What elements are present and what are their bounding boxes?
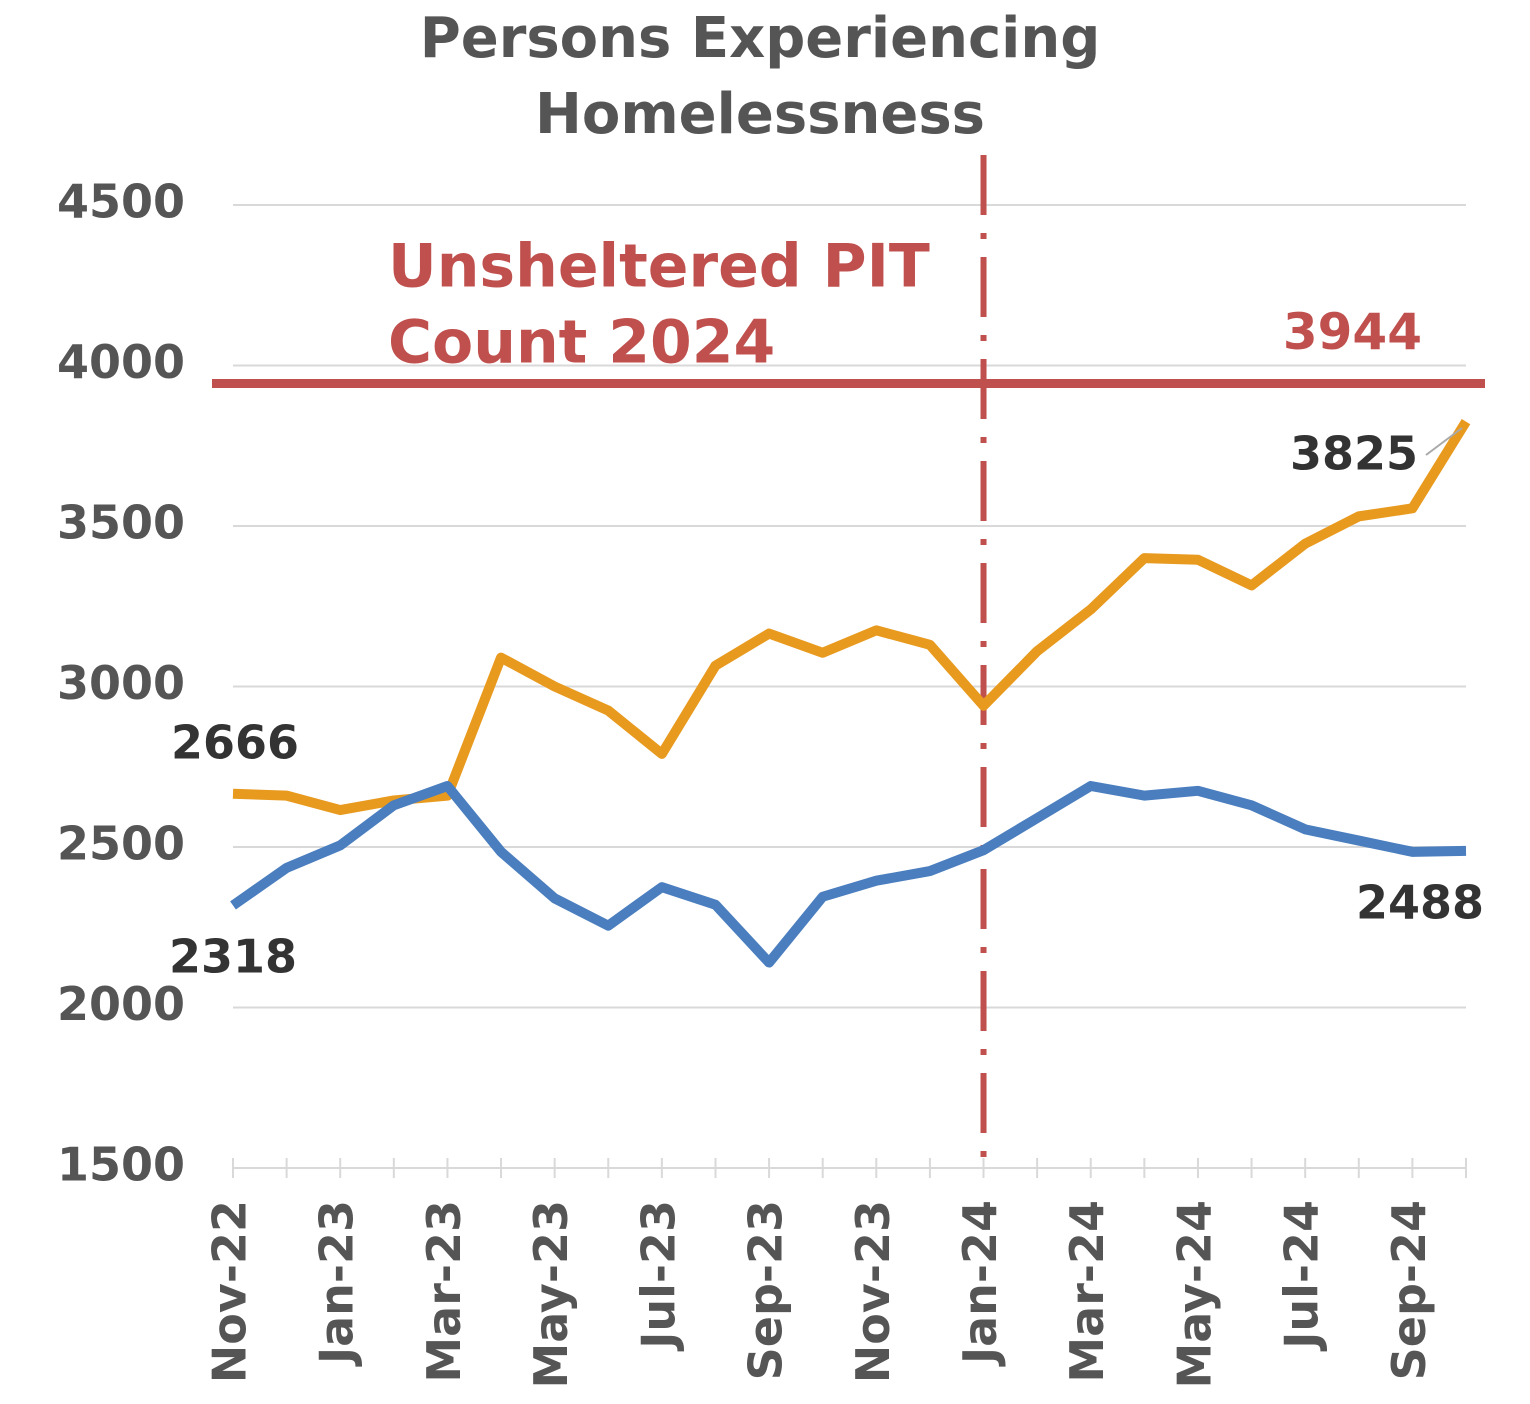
annotation: Count 2024 [388,308,775,378]
series-line [232,419,1471,816]
x-tick-label: Sep-24 [1382,1200,1436,1380]
data-label: 2488 [1356,876,1484,930]
y-tick-label: 2000 [57,977,185,1031]
annotation: Unsheltered PIT [388,232,930,302]
x-tick-label: Sep-23 [739,1200,793,1380]
x-tick-label: Nov-23 [846,1200,900,1383]
x-tick-label: Mar-24 [1060,1200,1114,1383]
y-tick-label: 3000 [57,656,185,710]
x-tick-label: May-23 [524,1200,578,1389]
series-line [230,781,1467,968]
x-tick-label: Jan-23 [310,1200,364,1367]
leader-line [1425,427,1463,456]
x-tick-label: Nov-22 [203,1200,257,1383]
chart-title: Homelessness [535,82,985,147]
x-tick-label: May-24 [1167,1200,1221,1389]
y-tick-label: 4500 [57,175,185,229]
data-label: 2318 [169,930,297,984]
chart-title: Persons Experiencing [420,6,1101,71]
y-tick-label: 1500 [57,1138,185,1192]
reference-label: 3944 [1283,303,1422,361]
y-tick-label: 2500 [57,817,185,871]
y-tick-label: 4000 [57,335,185,389]
data-label: 3825 [1290,427,1418,481]
x-tick-label: Jul-23 [631,1200,685,1352]
x-tick-label: Mar-23 [417,1200,471,1383]
x-tick-label: Jan-24 [953,1200,1007,1367]
y-tick-label: 3500 [57,496,185,550]
data-label: 2666 [171,716,299,770]
x-tick-label: Jul-24 [1275,1200,1329,1352]
